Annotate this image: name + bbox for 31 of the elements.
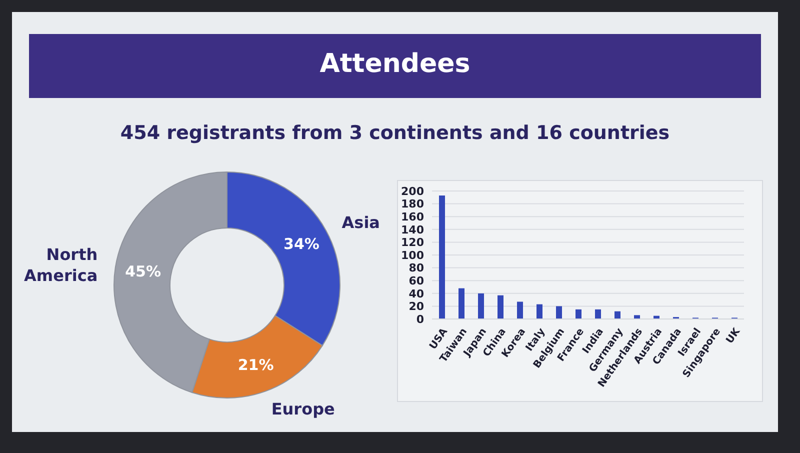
bar — [556, 306, 562, 319]
data-label: 45% — [125, 262, 161, 281]
slice-label: Europe — [271, 398, 336, 418]
slice-label: North America — [24, 244, 98, 285]
bar — [595, 309, 601, 319]
data-label: 34% — [284, 235, 320, 254]
bar — [478, 293, 484, 319]
bar — [439, 195, 445, 319]
y-tick-label: 120 — [401, 236, 424, 250]
bar — [536, 304, 542, 319]
bar — [634, 315, 640, 319]
bar — [458, 288, 464, 319]
y-tick-label: 40 — [408, 287, 424, 300]
data-label: 21% — [238, 356, 274, 374]
y-tick-label: 160 — [401, 210, 424, 224]
y-tick-label: 60 — [408, 274, 424, 288]
bar — [614, 311, 620, 319]
y-tick-label: 80 — [408, 262, 424, 275]
bar — [498, 295, 504, 319]
y-tick-label: 200 — [401, 184, 424, 198]
y-tick-label: 140 — [401, 223, 424, 236]
x-tick-label: UK — [724, 325, 744, 346]
y-tick-label: 0 — [416, 312, 424, 326]
chart-subtitle: 454 registrants from 3 continents and 16 countries — [119, 122, 671, 144]
y-tick-label: 180 — [401, 198, 424, 211]
y-tick-label: 100 — [401, 248, 424, 262]
y-tick-label: 20 — [408, 300, 424, 314]
chart-title: Attendees — [318, 49, 472, 79]
bar — [576, 309, 582, 319]
bar — [517, 302, 523, 319]
slice-label: Asia — [342, 212, 380, 232]
